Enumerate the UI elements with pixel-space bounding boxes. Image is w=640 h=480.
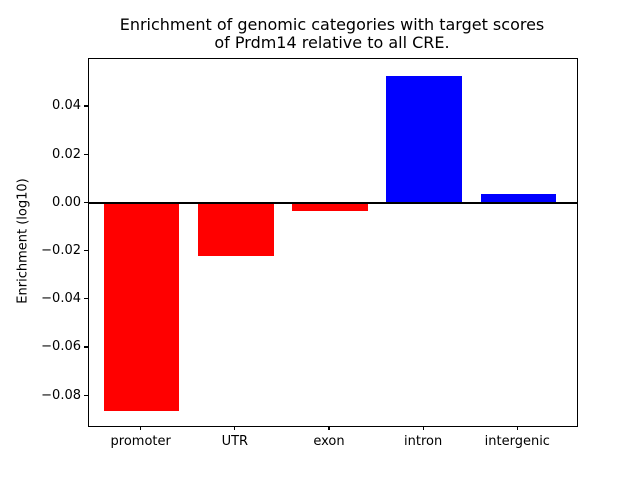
x-tick-label-intergenic: intergenic [484,434,550,449]
plot-area [88,57,578,427]
x-tick-label-intron: intron [404,434,443,449]
y-tick-label: 0.00 [52,194,81,210]
y-tick-mark [83,394,88,396]
chart-title-line-1: Enrichment of genomic categories with ta… [119,15,545,34]
y-tick-label: −0.02 [41,243,81,259]
y-tick-label: −0.06 [41,339,81,355]
bar-exon [292,203,368,211]
y-tick-label: 0.04 [52,98,81,114]
y-tick-mark [83,105,88,107]
y-tick-label: −0.08 [41,387,81,403]
y-tick-mark [83,346,88,348]
chart-title: Enrichment of genomic categories with ta… [88,16,576,52]
x-tick-mark [234,426,236,431]
y-tick-label: 0.02 [52,146,81,162]
x-tick-label-exon: exon [313,434,345,449]
y-tick-mark [83,249,88,252]
x-tick-mark [328,426,330,431]
x-tick-mark [140,426,142,431]
zero-baseline [88,202,578,205]
y-tick-mark [83,201,88,203]
y-tick-mark [83,153,88,155]
chart-title-line-2: of Prdm14 relative to all CRE. [214,33,450,52]
bar-UTR [198,203,274,257]
y-tick-mark [83,298,88,300]
bar-intron [386,75,462,204]
x-tick-label-promoter: promoter [110,434,171,449]
y-tick-label: −0.04 [41,291,81,307]
x-tick-mark [516,426,518,431]
x-tick-label-UTR: UTR [221,434,249,449]
x-tick-mark [422,426,424,431]
bar-intergenic [480,193,556,204]
bar-promoter [104,203,180,411]
